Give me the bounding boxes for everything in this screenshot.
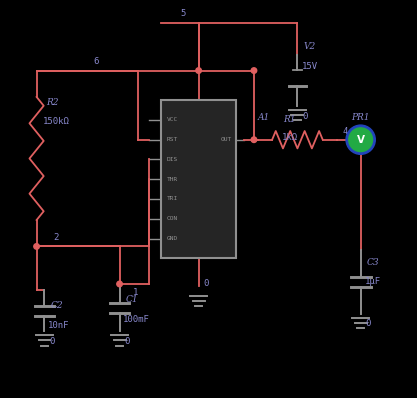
Text: 0: 0: [124, 337, 130, 346]
Text: 1kΩ: 1kΩ: [281, 133, 298, 142]
Circle shape: [346, 125, 375, 154]
Text: PR1: PR1: [352, 113, 370, 123]
Text: 4: 4: [342, 127, 347, 136]
Text: 0: 0: [365, 319, 371, 328]
Text: 6: 6: [93, 57, 98, 66]
Text: C2: C2: [50, 301, 63, 310]
Text: C3: C3: [367, 258, 379, 267]
Text: C1: C1: [126, 295, 138, 304]
Circle shape: [117, 281, 122, 287]
Text: 5: 5: [180, 9, 186, 18]
Circle shape: [34, 244, 39, 249]
Text: 150kΩ: 150kΩ: [43, 117, 70, 127]
Circle shape: [196, 68, 201, 73]
Text: R1: R1: [284, 115, 296, 125]
Circle shape: [349, 128, 372, 152]
Text: RST: RST: [167, 137, 178, 142]
Text: 0: 0: [49, 337, 55, 346]
Circle shape: [251, 137, 257, 142]
Text: DIS: DIS: [167, 157, 178, 162]
Text: 15V: 15V: [301, 62, 317, 71]
Text: V: V: [357, 135, 364, 145]
Text: R2: R2: [46, 98, 58, 107]
Text: 0: 0: [203, 279, 209, 289]
Circle shape: [251, 68, 257, 73]
Text: V2: V2: [303, 42, 316, 51]
Text: 2: 2: [54, 233, 59, 242]
Text: OUT: OUT: [220, 137, 231, 142]
Text: THR: THR: [167, 177, 178, 182]
Text: 0: 0: [302, 111, 308, 121]
Text: 1μF: 1μF: [364, 277, 381, 287]
Text: VCC: VCC: [167, 117, 178, 123]
Bar: [161, 100, 236, 258]
Text: CON: CON: [167, 216, 178, 221]
Text: 100mF: 100mF: [123, 315, 150, 324]
Text: A1: A1: [258, 113, 270, 123]
Text: GND: GND: [167, 236, 178, 241]
Text: 10nF: 10nF: [48, 321, 70, 330]
Text: 1: 1: [133, 288, 138, 297]
Text: TRI: TRI: [167, 197, 178, 201]
